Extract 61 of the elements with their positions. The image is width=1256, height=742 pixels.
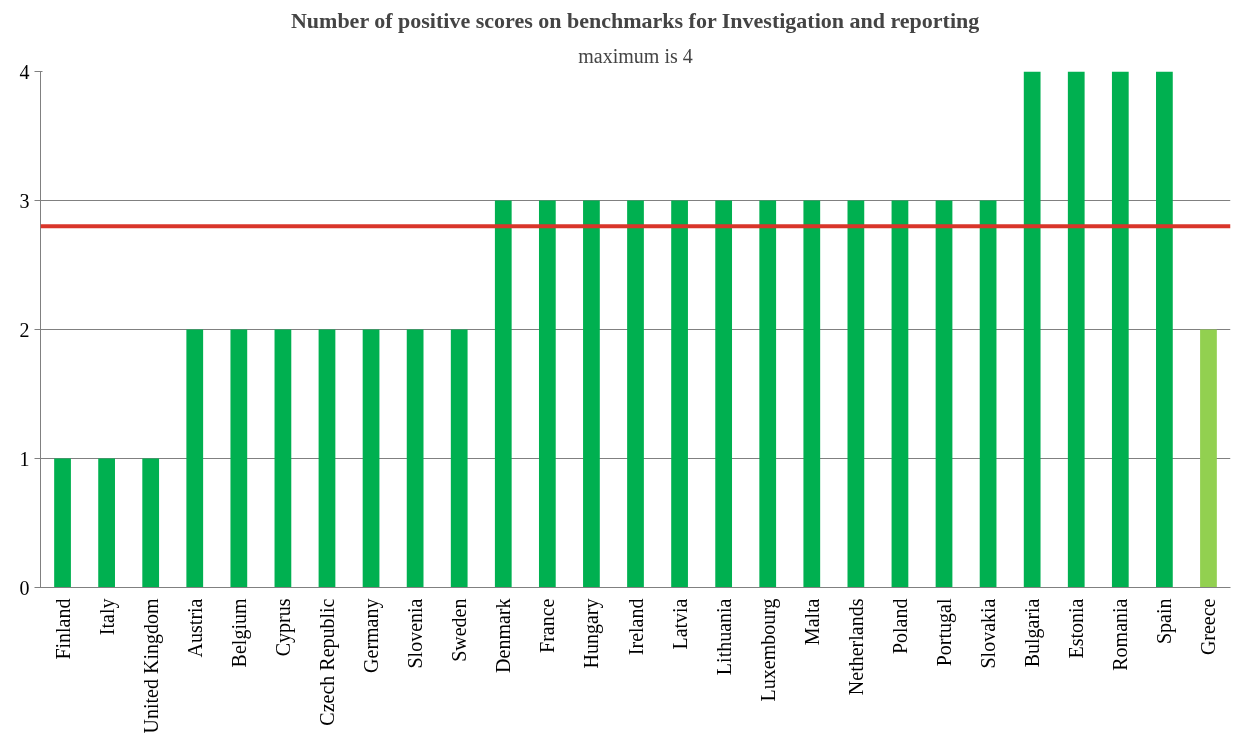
bar xyxy=(1156,71,1173,588)
bar xyxy=(1067,71,1085,588)
bar xyxy=(847,200,865,588)
x-tick-label: Greece xyxy=(1197,598,1220,656)
x-tick-label: Denmark xyxy=(492,598,515,673)
x-tick-label: Poland xyxy=(888,598,911,655)
x-tick-label: Slovenia xyxy=(404,598,427,669)
x-tick-label: Italy xyxy=(95,598,119,636)
bar xyxy=(1200,329,1217,588)
x-tick-label: Germany xyxy=(360,598,384,673)
x-tick-label: Ireland xyxy=(624,598,647,656)
x-tick-label: Bulgaria xyxy=(1021,598,1045,668)
bar xyxy=(54,458,71,588)
x-tick-label: Lithuania xyxy=(712,598,735,676)
bar xyxy=(759,200,777,588)
bar xyxy=(1023,71,1041,588)
x-tick-label: Slovakia xyxy=(977,598,1000,669)
bar xyxy=(142,458,160,588)
y-tick-label: 0 xyxy=(19,576,30,599)
y-tick-label: 1 xyxy=(19,447,30,470)
x-tick-label: Austria xyxy=(183,598,206,658)
x-tick-label: Cyprus xyxy=(271,598,295,657)
x-tick-label: Luxembourg xyxy=(756,598,780,702)
x-tick-label: Latvia xyxy=(668,598,691,650)
x-tick-label: Estonia xyxy=(1065,598,1088,659)
x-tick-label: Romania xyxy=(1109,598,1132,671)
x-tick-label: Netherlands xyxy=(844,598,867,696)
x-tick-label: Sweden xyxy=(448,598,471,662)
bar xyxy=(406,329,424,588)
bar xyxy=(318,329,336,588)
bar xyxy=(583,200,600,588)
y-tick-label: 3 xyxy=(19,189,30,212)
x-tick-label: Spain xyxy=(1153,598,1177,645)
bar xyxy=(538,200,556,588)
bar xyxy=(362,329,380,588)
x-tick-label: Hungary xyxy=(580,598,604,669)
bar xyxy=(1111,71,1129,588)
x-tick-label: United Kingdom xyxy=(139,598,163,734)
x-tick-label: Czech Republic xyxy=(315,598,339,726)
y-tick-label: 2 xyxy=(19,318,30,341)
bar xyxy=(935,200,953,588)
bar xyxy=(671,200,688,588)
bar xyxy=(230,329,248,588)
bar xyxy=(891,200,909,588)
bar xyxy=(627,200,644,588)
x-tick-label: Finland xyxy=(51,598,74,660)
bar xyxy=(803,200,821,588)
x-tick-label: France xyxy=(536,598,559,653)
bar xyxy=(494,200,512,588)
bar xyxy=(98,458,115,588)
chart-subtitle: maximum is 4 xyxy=(578,44,693,67)
bar xyxy=(715,200,733,588)
y-tick-label: 4 xyxy=(19,60,30,83)
bar xyxy=(186,329,204,588)
bar xyxy=(274,329,292,588)
x-tick-label: Portugal xyxy=(933,598,957,667)
chart-title: Number of positive scores on benchmarks for Investigation and reporting xyxy=(290,7,980,33)
bar xyxy=(450,329,468,588)
x-tick-label: Malta xyxy=(800,598,823,646)
x-tick-label: Belgium xyxy=(227,598,251,668)
bar xyxy=(979,200,997,588)
